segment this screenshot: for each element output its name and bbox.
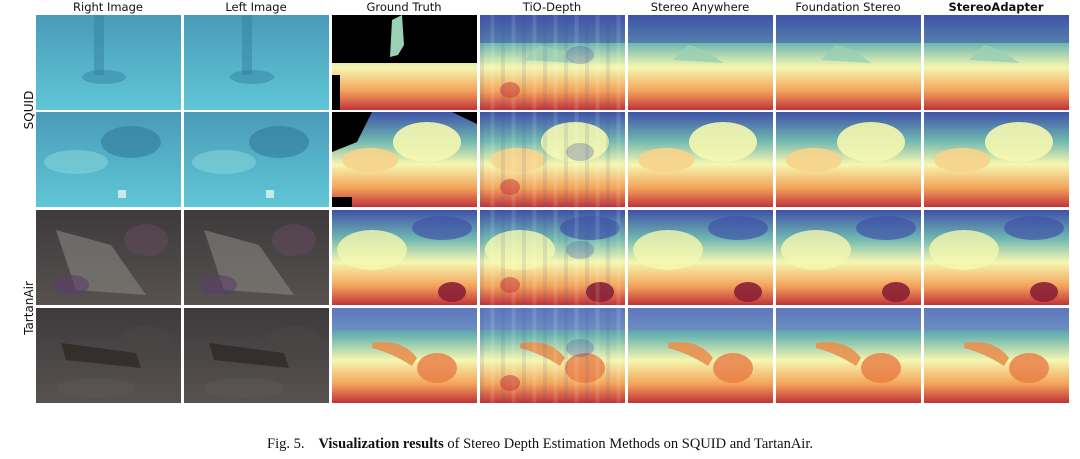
image-tartanair-row2-tio-depth [480, 308, 625, 403]
column-header-right-image: Right Image [73, 0, 143, 14]
image-tartanair-row1-left-image [184, 210, 329, 305]
image-squid-row1-right-image [36, 15, 181, 110]
image-tartanair-row1-right-image [36, 210, 181, 305]
caption-text: of Stereo Depth Estimation Methods on SQ… [443, 436, 813, 452]
column-header-stereoadapter: StereoAdapter [948, 0, 1044, 14]
image-squid-row1-stereoadapter [924, 15, 1069, 110]
image-squid-row1-ground-truth [332, 15, 477, 110]
image-squid-row1-left-image [184, 15, 329, 110]
column-header-foundation-stereo: Foundation Stereo [795, 0, 901, 14]
image-tartanair-row1-ground-truth [332, 210, 477, 305]
image-tartanair-row2-stereo-anywhere [628, 308, 773, 403]
image-squid-row2-left-image [184, 112, 329, 207]
image-tartanair-row2-ground-truth [332, 308, 477, 403]
image-squid-row2-ground-truth [332, 112, 477, 207]
image-squid-row2-stereoadapter [924, 112, 1069, 207]
image-squid-row2-stereo-anywhere [628, 112, 773, 207]
column-header-tio-depth: TiO-Depth [522, 0, 582, 14]
image-squid-row2-foundation-stereo [776, 112, 921, 207]
image-tartanair-row2-right-image [36, 308, 181, 403]
row-label-tartanair: TartanAir [22, 281, 36, 335]
column-header-stereo-anywhere: Stereo Anywhere [650, 0, 750, 14]
caption-figure-number: Fig. 5. [267, 436, 305, 452]
image-tartanair-row2-stereoadapter [924, 308, 1069, 403]
column-header-ground-truth: Ground Truth [366, 0, 442, 14]
image-tartanair-row1-foundation-stereo [776, 210, 921, 305]
row-label-squid: SQUID [22, 90, 36, 130]
image-squid-row1-stereo-anywhere [628, 15, 773, 110]
image-squid-row1-tio-depth [480, 15, 625, 110]
image-tartanair-row1-stereo-anywhere [628, 210, 773, 305]
image-squid-row2-right-image [36, 112, 181, 207]
image-tartanair-row1-tio-depth [480, 210, 625, 305]
column-header-left-image: Left Image [225, 0, 287, 14]
image-squid-row1-foundation-stereo [776, 15, 921, 110]
caption-bold-phrase: Visualization results [318, 436, 444, 452]
image-tartanair-row2-left-image [184, 308, 329, 403]
image-tartanair-row1-stereoadapter [924, 210, 1069, 305]
figure-caption: Fig. 5. Visualization results of Stereo D… [0, 436, 1080, 453]
image-tartanair-row2-foundation-stereo [776, 308, 921, 403]
image-squid-row2-tio-depth [480, 112, 625, 207]
